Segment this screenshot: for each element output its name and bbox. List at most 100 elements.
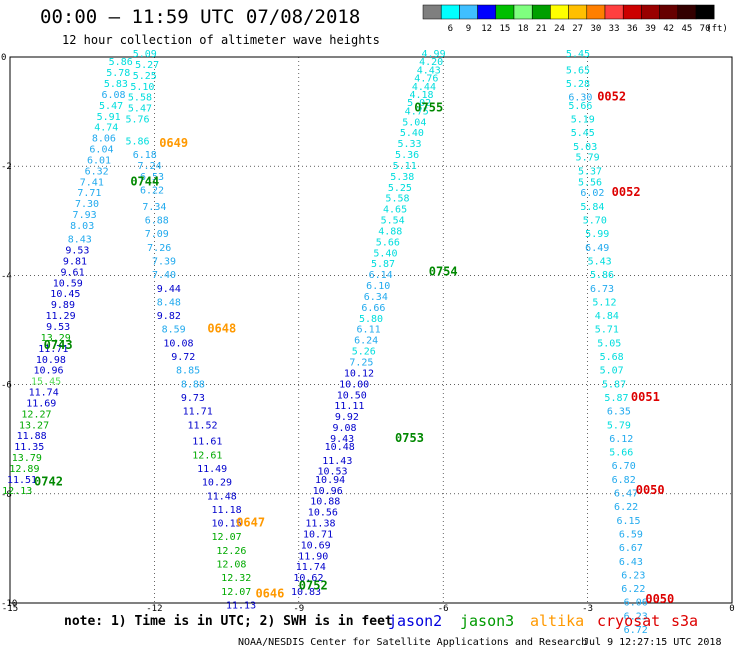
wave-height-label: 9.53	[46, 322, 70, 333]
wave-height-label: 5.03	[573, 142, 597, 153]
wave-height-label: 11.48	[207, 491, 237, 502]
pass-time-label: 0743	[44, 338, 73, 352]
wave-height-label: 10.69	[301, 540, 331, 551]
wave-height-label: 5.25	[388, 183, 412, 194]
wave-height-label: 12.26	[216, 546, 246, 557]
chart-subtitle: 12 hour collection of altimeter wave hei…	[62, 33, 380, 47]
wave-height-label: 4.88	[378, 226, 402, 237]
wave-height-label: 4.43	[417, 65, 441, 76]
wave-height-label: 11.71	[183, 407, 213, 418]
wave-height-label: 11.74	[29, 388, 59, 399]
colorbar-swatch	[459, 4, 478, 20]
wave-height-label: 5.70	[583, 216, 607, 227]
wave-height-label: 9.73	[181, 393, 205, 404]
wave-height-label: 12.27	[21, 409, 51, 420]
wave-height-label: 6.22	[614, 502, 638, 513]
wave-height-label: 5.71	[595, 325, 619, 336]
wave-height-label: 12.07	[221, 587, 251, 598]
colorbar-label: 24	[554, 24, 565, 34]
colorbar-label: 6	[448, 24, 453, 34]
wave-height-label: 11.61	[192, 437, 222, 448]
wave-height-label: 11.71	[38, 344, 68, 355]
pass-time-label: 0051	[631, 390, 660, 404]
wave-height-label: 11.69	[26, 398, 56, 409]
wave-height-label: 11.52	[187, 420, 217, 431]
wave-height-label: 6.88	[145, 216, 169, 227]
wave-height-label: 10.59	[53, 278, 83, 289]
wave-height-label: 12.32	[221, 573, 251, 584]
wave-height-label: 5.12	[592, 297, 616, 308]
wave-height-label: 11.51	[7, 475, 37, 486]
wave-height-label: 11.11	[334, 401, 364, 412]
wave-height-label: 5.05	[597, 338, 621, 349]
wave-height-label: 5.68	[600, 352, 624, 363]
wave-height-label: 9.72	[171, 352, 195, 363]
y-tick-label: -2	[1, 162, 12, 172]
wave-height-label: 5.76	[126, 115, 150, 126]
pass-time-label: 0754	[429, 264, 458, 278]
pass-time-label: 0744	[130, 174, 159, 188]
wave-height-label: 7.24	[138, 161, 162, 172]
wave-height-label: 5.87	[604, 393, 628, 404]
colorbar-label: 30	[590, 24, 601, 34]
wave-height-label: 5.40	[373, 248, 397, 259]
wave-height-label: 6.04	[89, 145, 113, 156]
y-tick-label: -8	[1, 490, 12, 500]
wave-height-label: 10.71	[303, 529, 333, 540]
colorbar-swatch	[531, 4, 551, 20]
wave-height-label: 5.56	[578, 177, 602, 188]
colorbar-label: 18	[518, 24, 529, 34]
wave-height-label: 5.66	[609, 448, 633, 459]
colorbar-swatch	[440, 4, 460, 20]
wave-height-label: 5.99	[585, 229, 609, 240]
wave-height-label: 10.62	[293, 573, 323, 584]
colorbar-swatch	[568, 4, 588, 20]
footer-note: note: 1) Time is in UTC; 2) SWH is in fe…	[64, 614, 393, 629]
wave-height-label: 6.30	[568, 93, 592, 104]
legend: jason2 jason3 altika cryosat s3a	[388, 612, 698, 630]
colorbar-swatch	[422, 4, 442, 20]
pass-time-label: 0753	[395, 431, 424, 445]
wave-height-label: 6.01	[87, 155, 111, 166]
pass-time-label: 0752	[299, 578, 328, 592]
wave-height-label: 4.65	[383, 205, 407, 216]
legend-jason3: jason3	[460, 612, 514, 630]
wave-height-label: 10.96	[33, 366, 63, 377]
wave-height-label: 11.29	[45, 311, 75, 322]
legend-altika: altika	[530, 612, 584, 630]
wave-height-label: 7.25	[349, 357, 373, 368]
y-tick-label: -6	[1, 381, 12, 391]
wave-height-label: 5.86	[590, 270, 614, 281]
colorbar-swatch	[641, 4, 660, 20]
wave-height-label: 9.81	[63, 256, 87, 267]
wave-height-label: 5.79	[576, 153, 600, 164]
wave-height-label: 13.79	[12, 453, 42, 464]
wave-height-label: 5.84	[580, 202, 604, 213]
wave-height-label: 5.04	[402, 117, 426, 128]
wave-height-label: 10.45	[50, 289, 80, 300]
x-tick-label: -6	[438, 604, 449, 614]
wave-height-label: 6.15	[616, 516, 640, 527]
wave-height-label: 8.43	[68, 235, 92, 246]
wave-height-label: 11.88	[17, 431, 47, 442]
colorbar-label: 39	[645, 24, 656, 34]
colorbar-label: 42	[663, 24, 674, 34]
colorbar-label: 70	[700, 24, 711, 34]
wave-height-label: 5.86	[109, 57, 133, 68]
wave-height-label: 8.03	[70, 221, 94, 232]
wave-height-label: 7.41	[80, 177, 104, 188]
wave-height-label: 6.02	[580, 188, 604, 199]
wave-height-label: 10.29	[202, 478, 232, 489]
wave-height-label: 8.85	[176, 366, 200, 377]
colorbar-swatch	[513, 4, 533, 20]
wave-height-label: 5.83	[104, 79, 128, 90]
wave-height-label: 5.86	[126, 136, 150, 147]
pass-time-label: 0052	[597, 90, 626, 104]
wave-height-label: 10.50	[337, 390, 367, 401]
legend-jason2: jason2	[388, 612, 442, 630]
wave-height-label: 11.90	[298, 551, 328, 562]
wave-height-label: 15.45	[31, 377, 61, 388]
wave-height-label: 6.53	[140, 172, 164, 183]
